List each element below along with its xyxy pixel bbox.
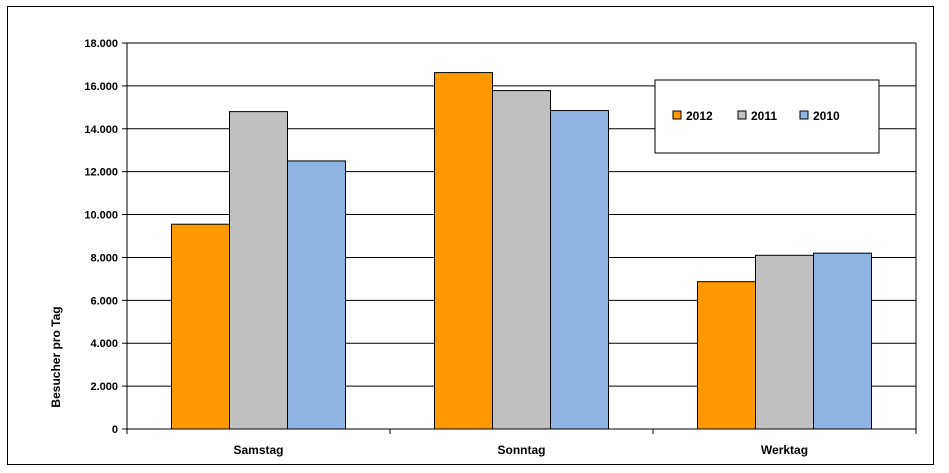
y-axis-title: Besucher pro Tag xyxy=(49,306,63,407)
y-tick-label: 18.000 xyxy=(84,38,118,50)
y-tick-label: 12.000 xyxy=(84,167,118,179)
y-tick-label: 10.000 xyxy=(84,210,118,222)
y-tick-label: 4.000 xyxy=(90,338,118,350)
legend-swatch-2011 xyxy=(737,110,747,120)
legend-label-2011: 2011 xyxy=(751,109,777,123)
bar-2011-werktag xyxy=(755,254,814,430)
bar-2012-sonntag xyxy=(434,72,493,430)
bar-2010-samstag xyxy=(287,160,346,430)
x-category-label: Samstag xyxy=(233,443,283,457)
y-tick-label: 14.000 xyxy=(84,124,118,136)
legend-swatch-2010 xyxy=(799,110,809,120)
legend-label-2010: 2010 xyxy=(813,109,840,123)
legend-label-2012: 2012 xyxy=(686,109,713,123)
x-category-label: Werktag xyxy=(761,443,808,457)
legend-items: 2012 2011 2010 xyxy=(672,109,840,123)
axes xyxy=(122,42,917,434)
legend: 2012 2011 2010 xyxy=(654,79,880,154)
bar-2011-sonntag xyxy=(492,90,551,430)
y-tick-label: 16.000 xyxy=(84,81,118,93)
legend-swatch-2012 xyxy=(672,110,682,120)
y-tick-label: 6.000 xyxy=(90,295,118,307)
x-category-labels: Samstag Sonntag Werktag xyxy=(233,443,808,457)
y-tick-label: 0 xyxy=(112,424,118,436)
bar-2012-werktag xyxy=(697,281,756,430)
bar-2010-sonntag xyxy=(550,110,609,430)
bar-2011-samstag xyxy=(229,111,288,430)
bar-2010-werktag xyxy=(813,252,872,430)
x-category-label: Sonntag xyxy=(498,443,546,457)
bars xyxy=(171,72,872,430)
y-tick-label: 2.000 xyxy=(90,381,118,393)
y-tick-label: 8.000 xyxy=(90,252,118,264)
bar-2012-samstag xyxy=(171,223,230,430)
y-tick-labels: 0 2.000 4.000 6.000 8.000 10.000 12.000 14.000 1… xyxy=(84,38,118,436)
legend-box xyxy=(654,79,880,154)
